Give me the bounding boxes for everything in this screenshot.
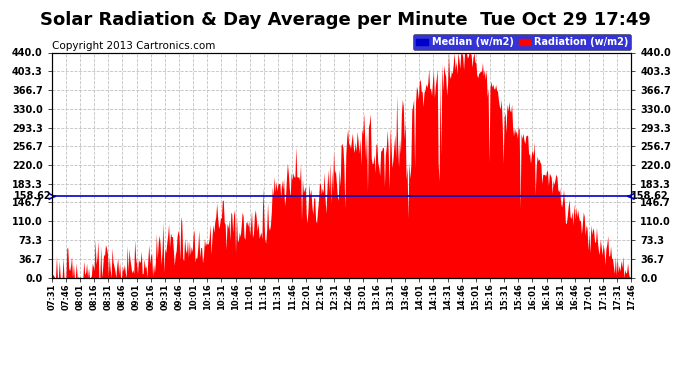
Text: 158.62: 158.62 xyxy=(14,191,52,201)
Text: Copyright 2013 Cartronics.com: Copyright 2013 Cartronics.com xyxy=(52,41,215,51)
Legend: Median (w/m2), Radiation (w/m2): Median (w/m2), Radiation (w/m2) xyxy=(413,34,631,50)
Text: 158.62: 158.62 xyxy=(631,191,669,201)
Text: Solar Radiation & Day Average per Minute  Tue Oct 29 17:49: Solar Radiation & Day Average per Minute… xyxy=(39,11,651,29)
